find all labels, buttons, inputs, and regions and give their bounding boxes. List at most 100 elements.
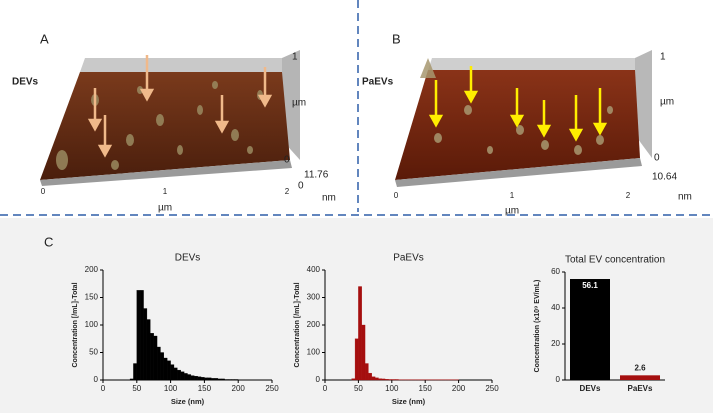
histogram-bar xyxy=(231,379,235,381)
chart-title: DEVs xyxy=(175,253,201,264)
z-tick-label: 0 xyxy=(284,155,290,166)
height-tick-label: 0 xyxy=(298,181,304,192)
histogram-bar xyxy=(221,378,225,381)
bar xyxy=(570,279,610,380)
axis-unit: nm xyxy=(322,193,336,204)
histogram-bar xyxy=(204,377,208,381)
chart-title: PaEVs xyxy=(393,253,424,264)
histogram-bar xyxy=(197,376,202,381)
sample-label: PaEVs xyxy=(362,77,394,88)
histogram-bar xyxy=(388,379,392,381)
histogram-bar xyxy=(173,367,178,381)
axis-unit: nm xyxy=(678,192,692,203)
y-tick-label: 50 xyxy=(89,348,98,357)
histogram-bar xyxy=(364,363,369,381)
x-tick-label: 2 xyxy=(626,191,631,200)
x-tick-label: 1 xyxy=(510,191,515,200)
histogram-bar xyxy=(156,346,161,381)
y-tick-label: 40 xyxy=(551,303,560,312)
histogram-bar xyxy=(167,360,171,381)
x-tick-label: PaEVs xyxy=(628,384,653,393)
y-tick-label: 20 xyxy=(551,339,560,348)
histogram-bar xyxy=(146,319,151,381)
z-tick-label: 1 xyxy=(292,52,298,63)
value-label: 56.1 xyxy=(582,281,598,290)
histogram-bar xyxy=(368,372,372,381)
x-tick-label: 200 xyxy=(452,384,466,393)
x-tick-label: 250 xyxy=(265,384,279,393)
x-tick-label: 0 xyxy=(394,191,399,200)
y-axis-label: Concentration (x10⁹ EV/mL) xyxy=(534,280,541,373)
panel-label: C xyxy=(44,234,53,249)
histogram-bar xyxy=(391,379,396,381)
axis-unit: µm xyxy=(292,98,306,109)
histogram-bar xyxy=(153,335,158,381)
histogram-bar xyxy=(224,379,229,381)
histogram-bar xyxy=(140,290,144,381)
afm-image-b xyxy=(395,50,652,187)
sample-label: DEVs xyxy=(12,77,39,88)
histogram-bar xyxy=(234,379,239,381)
histogram-bar xyxy=(371,376,376,381)
x-tick-label: DEVs xyxy=(580,384,601,393)
y-tick-label: 60 xyxy=(551,267,560,276)
histogram-bar xyxy=(150,333,154,381)
y-tick-label: 0 xyxy=(94,375,99,384)
histogram-bar xyxy=(183,373,188,381)
y-tick-label: 400 xyxy=(307,265,321,274)
axis-unit: µm xyxy=(158,203,172,214)
histogram-bar xyxy=(217,378,222,381)
height-tick-label: 11.76 xyxy=(304,170,329,181)
height-tick-label: 10.64 xyxy=(652,172,677,183)
x-tick-label: 150 xyxy=(198,384,212,393)
histogram-bar xyxy=(163,357,168,381)
histogram-bar xyxy=(214,378,219,381)
histogram-bar xyxy=(200,377,205,381)
histogram-bar xyxy=(143,308,148,381)
y-tick-label: 100 xyxy=(307,348,321,357)
panel-label: B xyxy=(392,31,401,46)
x-tick-label: 250 xyxy=(485,384,499,393)
histogram-bar xyxy=(384,379,389,381)
histogram-bar xyxy=(354,338,359,381)
x-tick-label: 50 xyxy=(354,384,363,393)
panel-label: A xyxy=(40,31,49,46)
axis-unit: µm xyxy=(660,97,674,108)
afm-image-a xyxy=(40,50,300,186)
histogram-bar xyxy=(351,378,356,381)
histogram-bar xyxy=(180,371,185,381)
chart-title: Total EV concentration xyxy=(565,255,665,266)
x-tick-label: 0 xyxy=(41,187,46,196)
histogram-bar xyxy=(160,352,164,381)
y-tick-label: 200 xyxy=(307,320,321,329)
histogram-bar xyxy=(358,286,362,381)
histogram-bar xyxy=(136,290,141,381)
z-tick-label: 1 xyxy=(660,52,666,63)
histogram-bar xyxy=(129,378,134,381)
x-axis-label: Size (nm) xyxy=(171,397,205,406)
histogram-bar xyxy=(133,363,137,381)
histogram-bar xyxy=(374,377,379,381)
y-tick-label: 300 xyxy=(307,293,321,302)
value-label: 2.6 xyxy=(634,363,646,372)
y-axis-label: Concentration [/mL]-Total xyxy=(72,282,79,367)
histogram-bar xyxy=(187,374,192,381)
x-tick-label: 200 xyxy=(232,384,246,393)
y-tick-label: 0 xyxy=(556,375,561,384)
histogram-bar xyxy=(177,369,181,381)
histogram-bar xyxy=(381,378,386,381)
histogram-bar xyxy=(394,379,399,381)
histogram-bar xyxy=(207,377,212,381)
histogram-bar xyxy=(361,324,366,381)
y-tick-label: 150 xyxy=(85,293,99,302)
x-tick-label: 150 xyxy=(419,384,433,393)
x-tick-label: 0 xyxy=(323,384,328,393)
z-tick-label: 0 xyxy=(654,153,660,164)
y-tick-label: 0 xyxy=(316,375,321,384)
histogram-bar xyxy=(378,378,382,381)
y-tick-label: 200 xyxy=(85,265,99,274)
y-tick-label: 100 xyxy=(85,320,99,329)
x-axis-label: Size (nm) xyxy=(392,397,426,406)
